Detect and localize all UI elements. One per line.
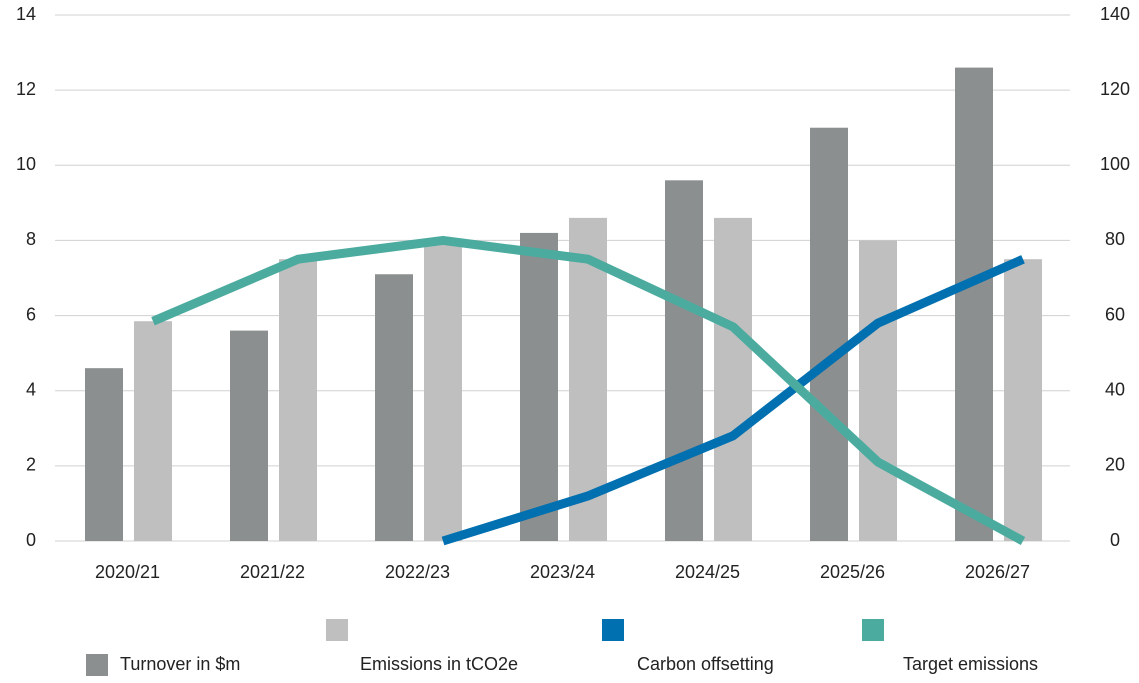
legend-label: Emissions in tCO2e [360, 654, 518, 674]
bar [134, 321, 172, 541]
legend-swatch [86, 654, 108, 676]
legend-label: Carbon offsetting [637, 654, 774, 674]
y2-tick-label: 40 [1105, 379, 1125, 399]
bar [810, 127, 848, 541]
line [441, 255, 1025, 546]
legend-swatch [862, 619, 884, 641]
y-tick-label: 6 [26, 304, 36, 324]
y2-tick-label: 80 [1105, 229, 1125, 249]
y-tick-label: 12 [16, 79, 36, 99]
y2-tick-label: 120 [1100, 79, 1130, 99]
y2-tick-label: 0 [1110, 530, 1120, 550]
bar [955, 67, 993, 541]
x-tick-label: 2024/25 [675, 562, 740, 582]
bar [230, 330, 268, 541]
bar [714, 217, 752, 541]
y-tick-label: 8 [26, 229, 36, 249]
y-tick-label: 4 [26, 379, 36, 399]
legend-label: Turnover in $m [120, 654, 240, 674]
bar [375, 274, 413, 541]
bar [279, 259, 317, 541]
y2-tick-label: 20 [1105, 455, 1125, 475]
legend-swatch [326, 619, 348, 641]
x-tick-label: 2022/23 [385, 562, 450, 582]
line [151, 235, 1026, 545]
x-tick-label: 2021/22 [240, 562, 305, 582]
bar [859, 240, 897, 541]
x-tick-label: 2020/21 [95, 562, 160, 582]
y2-tick-label: 140 [1100, 4, 1130, 24]
bar [1004, 259, 1042, 541]
x-tick-label: 2023/24 [530, 562, 595, 582]
y-tick-label: 2 [26, 455, 36, 475]
y-tick-label: 14 [16, 4, 36, 24]
legend-label: Target emissions [903, 654, 1038, 674]
bar [665, 180, 703, 542]
y2-tick-label: 60 [1105, 304, 1125, 324]
y-tick-label: 0 [26, 530, 36, 550]
legend-swatch [602, 619, 624, 641]
x-tick-label: 2025/26 [820, 562, 885, 582]
y-tick-label: 10 [16, 154, 36, 174]
y2-tick-label: 100 [1100, 154, 1130, 174]
bar [85, 368, 123, 541]
bar [520, 232, 558, 541]
x-tick-label: 2026/27 [965, 562, 1030, 582]
bar [424, 240, 462, 541]
